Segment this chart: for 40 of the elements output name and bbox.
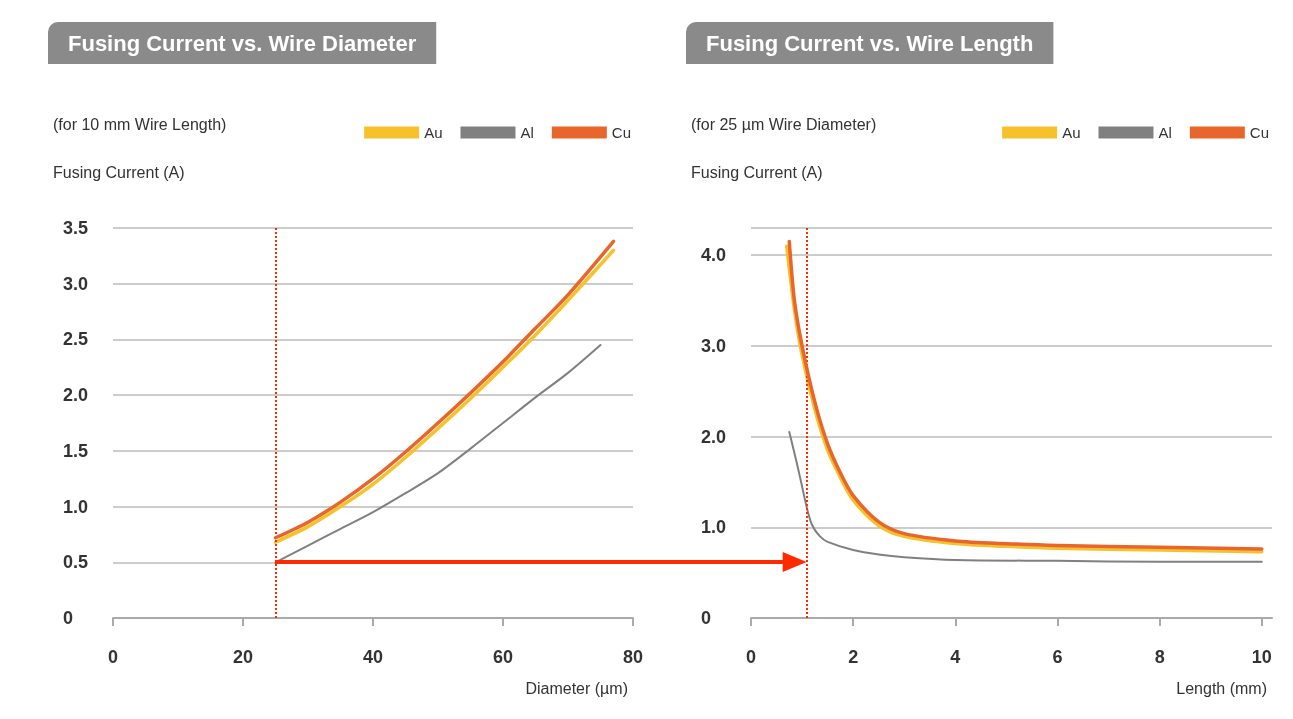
y-tick-label: 0	[63, 608, 74, 628]
x-tick-label: 0	[107, 647, 119, 667]
chart-title: Fusing Current vs. Wire Diameter	[68, 30, 417, 56]
legend-label: Al	[520, 124, 534, 141]
legend-label: Cu	[611, 124, 632, 141]
legend-label: Au	[1062, 124, 1081, 141]
x-tick-label: 8	[1154, 647, 1165, 667]
y-tick-label: 1.0	[701, 517, 727, 538]
y-tick-label: 1.0	[63, 496, 89, 517]
legend-label: Cu	[1249, 124, 1270, 141]
line-series	[274, 344, 602, 564]
chart-subtitle: (for 10 mm Wire Length)	[53, 115, 227, 133]
y-tick-label: 2.0	[63, 385, 89, 406]
y-tick-label: 2.0	[701, 426, 727, 447]
y-tick-label: 1.5	[63, 440, 89, 461]
x-tick-label: 60	[492, 647, 514, 667]
legend-label: Au	[424, 124, 443, 141]
y-tick-label: 3.0	[701, 335, 727, 356]
chart-subtitle: (for 25 µm Wire Diameter)	[691, 115, 877, 133]
x-tick-label: 10	[1251, 647, 1272, 667]
x-tick-label: 20	[232, 647, 254, 667]
chart-title: Fusing Current vs. Wire Length	[706, 30, 1034, 56]
x-tick-label: 40	[362, 647, 384, 667]
y-tick-label: 0	[701, 608, 712, 628]
y-axis-title: Fusing Current (A)	[691, 163, 823, 181]
legend-label: Al	[1158, 124, 1172, 141]
y-tick-label: 4.0	[701, 245, 727, 266]
y-axis-title: Fusing Current (A)	[53, 163, 185, 181]
x-axis-title: Length (mm)	[1176, 679, 1267, 697]
x-tick-label: 0	[745, 647, 757, 667]
y-tick-label: 0.5	[63, 552, 89, 573]
x-tick-label: 2	[848, 647, 859, 667]
x-tick-label: 80	[622, 647, 643, 667]
y-tick-label: 3.0	[63, 273, 89, 294]
y-tick-label: 3.5	[63, 218, 89, 238]
x-axis-title: Diameter (µm)	[525, 679, 628, 697]
y-tick-label: 2.5	[63, 329, 89, 350]
x-tick-label: 4	[950, 647, 961, 667]
line-series	[788, 431, 1263, 563]
x-tick-label: 6	[1052, 647, 1063, 667]
